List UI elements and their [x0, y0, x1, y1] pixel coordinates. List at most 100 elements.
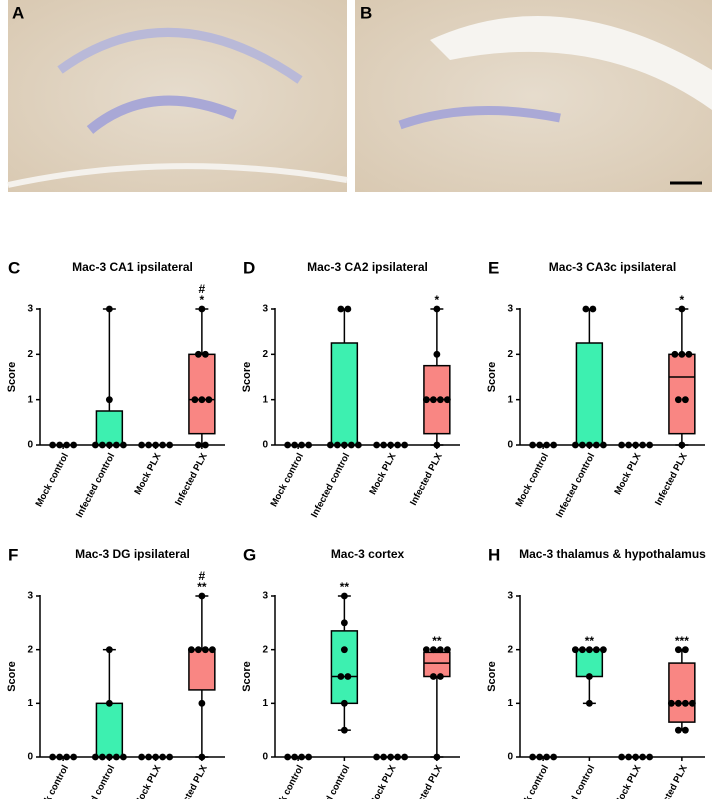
box-chart: F Mac-3 DG ipsilateral Score 0 1 2 3 Mock contr… — [6, 545, 225, 799]
data-point — [422, 396, 430, 404]
x-tick-label: Infected control — [74, 451, 117, 519]
data-point — [305, 753, 313, 761]
significance: *** — [675, 634, 689, 648]
data-point — [340, 646, 348, 654]
data-point — [166, 753, 174, 761]
y-tick-label: 0 — [507, 752, 513, 763]
data-point — [387, 753, 395, 761]
data-point — [681, 646, 689, 654]
significance: # — [199, 282, 206, 296]
significance: ** — [585, 634, 595, 648]
data-point — [571, 646, 579, 654]
y-tick-label: 2 — [507, 349, 513, 360]
micrograph-a: A — [7, 0, 348, 192]
data-point — [671, 350, 679, 358]
data-point — [681, 726, 689, 734]
data-point — [187, 646, 195, 654]
x-tick-label: Mock control — [514, 763, 551, 799]
box — [575, 648, 604, 678]
data-point — [667, 699, 675, 707]
data-point — [380, 753, 388, 761]
box — [668, 662, 696, 723]
box — [575, 342, 604, 446]
data-point — [592, 441, 600, 449]
data-point — [347, 441, 355, 449]
data-point — [625, 441, 633, 449]
data-point — [191, 396, 199, 404]
data-point — [298, 441, 306, 449]
data-point — [674, 726, 682, 734]
data-point — [433, 305, 441, 313]
data-point — [284, 753, 292, 761]
chart-title: Mac-3 thalamus & hypothalamus — [519, 547, 706, 561]
x-tick-label: Infected control — [74, 763, 117, 799]
significance: * — [680, 293, 685, 307]
x-tick-label: Infected control — [309, 451, 352, 519]
data-point — [585, 441, 593, 449]
data-point — [198, 753, 206, 761]
chart-title: Mac-3 CA2 ipsilateral — [307, 260, 428, 274]
box — [668, 353, 696, 435]
data-point — [433, 350, 441, 358]
data-point — [585, 646, 593, 654]
box-chart: E Mac-3 CA3c ipsilateral Score 0 1 2 3 Mock con… — [486, 258, 705, 520]
data-point — [152, 441, 160, 449]
significance: ** — [340, 580, 350, 594]
y-axis-label: Score — [241, 661, 253, 692]
box-chart: C Mac-3 CA1 ipsilateral Score 0 1 2 3 Mock cont… — [6, 258, 225, 520]
y-tick-label: 2 — [27, 644, 33, 655]
data-point — [618, 753, 626, 761]
data-point — [49, 753, 57, 761]
data-point — [159, 753, 167, 761]
data-point — [340, 592, 348, 600]
data-point — [201, 441, 209, 449]
y-tick-label: 2 — [262, 644, 268, 655]
data-point — [529, 441, 537, 449]
data-point — [166, 441, 174, 449]
x-tick-label: Infected control — [554, 763, 597, 799]
data-point — [543, 753, 551, 761]
data-point — [436, 646, 444, 654]
data-point — [625, 753, 633, 761]
panel-label: D — [243, 258, 255, 277]
data-point — [578, 441, 586, 449]
y-axis-label: Score — [6, 661, 18, 692]
x-tick-label: Infected PLX — [653, 451, 690, 508]
x-tick-label: Infected PLX — [653, 763, 690, 799]
data-point — [98, 441, 106, 449]
data-point — [380, 441, 388, 449]
data-point — [550, 441, 558, 449]
data-point — [632, 441, 640, 449]
data-point — [429, 673, 437, 680]
data-point — [340, 441, 348, 449]
x-tick-label: Mock PLX — [367, 451, 398, 497]
data-point — [337, 673, 345, 680]
y-axis-label: Score — [486, 362, 498, 393]
data-point — [394, 441, 402, 449]
data-point — [291, 753, 299, 761]
data-point — [198, 396, 206, 404]
x-tick-label: Infected PLX — [408, 451, 445, 508]
box — [188, 353, 216, 435]
data-point — [674, 396, 682, 404]
data-point — [678, 350, 686, 358]
data-point — [387, 441, 395, 449]
data-point — [340, 699, 348, 707]
y-tick-label: 3 — [507, 304, 513, 315]
data-point — [536, 753, 544, 761]
data-point — [543, 441, 551, 449]
data-point — [578, 646, 586, 654]
y-tick-label: 3 — [262, 591, 268, 602]
data-point — [436, 673, 444, 680]
data-point — [639, 753, 647, 761]
data-point — [198, 699, 206, 707]
data-point — [194, 350, 202, 358]
data-point — [198, 592, 206, 600]
data-point — [298, 753, 306, 761]
data-point — [70, 441, 78, 449]
panel-label: F — [8, 545, 18, 564]
y-tick-label: 1 — [507, 394, 513, 405]
data-point — [105, 646, 113, 654]
box — [330, 630, 359, 705]
box — [330, 342, 359, 446]
